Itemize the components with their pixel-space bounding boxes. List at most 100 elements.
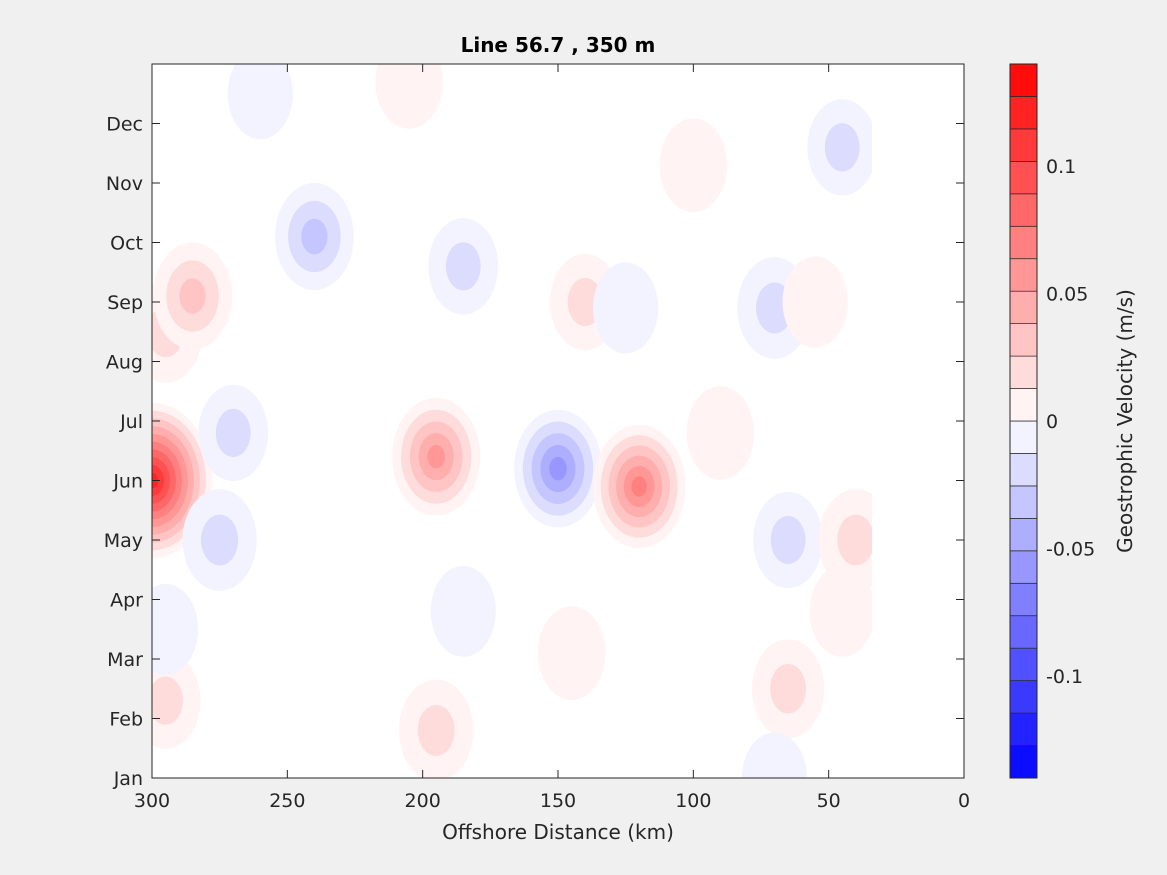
x-axis: 300 250 200 150 100 50 0 bbox=[134, 64, 970, 812]
y-tick-label: Feb bbox=[109, 709, 143, 731]
contour-level bbox=[152, 583, 199, 675]
colorbar-cell bbox=[1009, 647, 1038, 681]
x-tick-label: 50 bbox=[817, 790, 841, 812]
colorbar-cell bbox=[1009, 355, 1038, 389]
contour-feature bbox=[809, 565, 875, 657]
contour-level bbox=[824, 123, 860, 172]
colorbar-cell bbox=[1009, 258, 1038, 292]
y-tick-label: May bbox=[104, 530, 143, 552]
x-tick-label: 0 bbox=[958, 790, 970, 812]
contour-feature bbox=[752, 639, 825, 739]
x-tick-label: 200 bbox=[405, 790, 441, 812]
x-tick-label: 250 bbox=[269, 790, 305, 812]
y-tick-label: Dec bbox=[106, 114, 143, 136]
colorbar: -0.1 -0.05 0 0.05 0.1 bbox=[1009, 63, 1095, 779]
colorbar-tick-label: -0.05 bbox=[1046, 539, 1095, 561]
colorbar-cell bbox=[1009, 518, 1038, 552]
y-tick-label: Aug bbox=[106, 352, 143, 374]
contour-level bbox=[659, 118, 728, 213]
x-tick-label: 150 bbox=[540, 790, 576, 812]
y-axis: Jan Feb Mar Apr May Jun Jul Aug Sep Oct Nov Dec bbox=[104, 114, 964, 790]
colorbar-cell bbox=[1009, 193, 1038, 227]
colorbar-label: Geostrophic Velocity (m/s) bbox=[1113, 289, 1137, 553]
contour-level bbox=[430, 565, 496, 657]
contour-feature bbox=[428, 218, 499, 315]
contour-feature bbox=[807, 99, 878, 196]
contour-feature bbox=[274, 183, 354, 291]
colorbar-cell bbox=[1009, 680, 1038, 714]
contour-level bbox=[549, 456, 567, 481]
contour-feature bbox=[753, 491, 823, 589]
colorbar-frame bbox=[1009, 63, 1038, 779]
contour-level bbox=[809, 565, 875, 657]
contour-level bbox=[227, 64, 293, 140]
contour-level bbox=[201, 514, 239, 566]
colorbar-cell bbox=[1009, 96, 1038, 130]
y-tick-label: Mar bbox=[107, 649, 143, 671]
colorbar-cell bbox=[1009, 290, 1038, 324]
contour-feature bbox=[152, 583, 199, 675]
contour-level bbox=[631, 476, 647, 497]
contour-feature bbox=[593, 262, 659, 354]
contour-feature bbox=[514, 409, 602, 528]
x-tick-label: 300 bbox=[134, 790, 170, 812]
colorbar-cell bbox=[1009, 420, 1038, 454]
colorbar-cell bbox=[1009, 323, 1038, 357]
contour-level bbox=[770, 663, 807, 714]
contour-feature bbox=[399, 679, 474, 778]
contour-level bbox=[770, 515, 806, 565]
contour-feature bbox=[686, 386, 755, 480]
contour-feature bbox=[592, 424, 686, 549]
chart-title: Line 56.7 , 350 m bbox=[461, 33, 656, 57]
contour-level bbox=[301, 218, 328, 255]
colorbar-cell bbox=[1009, 225, 1038, 260]
contour-level bbox=[427, 444, 445, 469]
colorbar-cell bbox=[1009, 615, 1038, 649]
contour-level bbox=[537, 606, 606, 700]
contour-feature bbox=[182, 489, 257, 591]
colorbar-cell bbox=[1009, 550, 1038, 584]
contour-level bbox=[837, 514, 875, 566]
contour-level bbox=[741, 732, 808, 778]
contour-level bbox=[375, 64, 443, 129]
colorbar-cell bbox=[1009, 388, 1038, 422]
contour-level bbox=[445, 242, 481, 291]
x-tick-label: 100 bbox=[675, 790, 711, 812]
contour-level bbox=[593, 262, 659, 354]
contour-level bbox=[152, 676, 183, 725]
colorbar-cell bbox=[1009, 745, 1038, 779]
contour-feature bbox=[430, 565, 496, 657]
colorbar-cell bbox=[1009, 582, 1038, 617]
colorbar-cell bbox=[1009, 161, 1038, 195]
y-tick-label: Jul bbox=[119, 411, 143, 433]
y-tick-label: Apr bbox=[110, 590, 143, 612]
colorbar-tick-label: 0.05 bbox=[1046, 284, 1088, 306]
contour-level bbox=[686, 386, 755, 480]
contour-feature bbox=[659, 118, 728, 213]
colorbar-cell bbox=[1009, 712, 1038, 746]
contour-feature bbox=[152, 652, 201, 749]
x-axis-label: Offshore Distance (km) bbox=[442, 820, 674, 844]
no-data-region bbox=[871, 64, 964, 778]
y-tick-label: Sep bbox=[107, 292, 143, 314]
contour-fills bbox=[152, 64, 964, 778]
contour-level bbox=[782, 256, 848, 348]
contour-level bbox=[215, 408, 251, 457]
contour-level bbox=[417, 704, 455, 756]
contour-feature bbox=[227, 64, 293, 140]
contour-feature bbox=[153, 242, 233, 350]
colorbar-cell bbox=[1009, 453, 1038, 487]
y-tick-label: Nov bbox=[106, 173, 143, 195]
contour-feature bbox=[741, 732, 808, 778]
colorbar-tick-label: -0.1 bbox=[1046, 666, 1083, 688]
colorbar-tick-label: 0 bbox=[1046, 411, 1058, 433]
contour-level bbox=[179, 278, 206, 314]
colorbar-cell bbox=[1009, 485, 1038, 519]
y-tick-label: Jun bbox=[112, 471, 143, 493]
y-tick-label: Oct bbox=[110, 233, 143, 255]
contour-feature bbox=[392, 397, 481, 516]
colorbar-cell bbox=[1009, 128, 1038, 162]
contour-feature bbox=[782, 256, 848, 348]
